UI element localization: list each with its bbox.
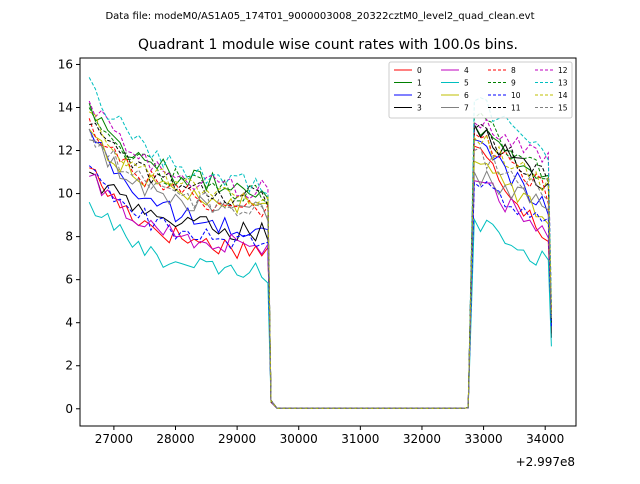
x-tick-label-0: 27000	[95, 432, 133, 446]
x-tick-label-6: 33000	[464, 432, 502, 446]
x-tick-label-5: 32000	[403, 432, 441, 446]
series-line-9	[88, 107, 552, 409]
legend-label-6: 6	[464, 91, 469, 100]
series-line-10	[88, 165, 552, 409]
y-tick-label-5: 10	[58, 187, 73, 201]
series-line-14	[88, 111, 552, 409]
series-line-5	[88, 201, 552, 409]
x-tick-label-1: 28000	[156, 432, 194, 446]
x-axis: 27000 28000 29000 30000 31000 32000 33000 34000	[95, 426, 564, 446]
legend-box	[388, 61, 573, 119]
x-tick-label-2: 29000	[218, 432, 256, 446]
chart-title: Quadrant 1 module wise count rates with …	[138, 37, 518, 53]
y-tick-label-1: 2	[65, 359, 73, 373]
x-tick-label-4: 31000	[341, 432, 379, 446]
file-label: Data file: modeM0/AS1A05_174T01_90000030…	[105, 11, 534, 22]
legend-label-9: 9	[511, 79, 516, 88]
legend-label-8: 8	[511, 66, 516, 75]
series-line-2	[88, 128, 552, 409]
legend-label-1: 1	[417, 79, 422, 88]
legend-label-13: 13	[558, 79, 568, 88]
x-tick-label-7: 34000	[526, 432, 564, 446]
y-tick-label-2: 4	[65, 316, 73, 330]
x-offset-label: +2.997e8	[516, 455, 575, 469]
legend-label-5: 5	[464, 79, 469, 88]
x-tick-label-3: 30000	[280, 432, 318, 446]
legend-label-2: 2	[417, 91, 422, 100]
legend-label-11: 11	[511, 104, 521, 113]
series-line-4	[89, 173, 552, 409]
legend-label-14: 14	[558, 91, 568, 100]
plot-series	[88, 77, 552, 409]
series-line-12	[88, 100, 552, 409]
legend-label-15: 15	[558, 104, 568, 113]
legend-label-3: 3	[417, 104, 422, 113]
series-line-11	[89, 122, 552, 409]
legend-label-0: 0	[417, 66, 422, 75]
y-tick-label-0: 0	[65, 402, 73, 416]
legend-label-10: 10	[511, 91, 521, 100]
series-line-1	[88, 103, 552, 409]
y-tick-label-7: 14	[58, 100, 73, 114]
series-line-15	[88, 128, 552, 409]
y-axis: 0 2 4 6 8 10 12 14 16	[58, 57, 80, 416]
y-tick-label-3: 6	[65, 273, 73, 287]
series-line-3	[88, 124, 552, 409]
legend-label-4: 4	[464, 66, 469, 75]
y-tick-label-6: 12	[58, 144, 73, 158]
legend-label-12: 12	[558, 66, 568, 75]
series-line-8	[88, 118, 552, 409]
series-line-13	[88, 77, 552, 409]
y-tick-label-4: 8	[65, 230, 73, 244]
y-tick-label-8: 16	[58, 57, 73, 71]
series-line-7	[89, 139, 552, 409]
plot-area-frame	[79, 57, 577, 427]
legend-label-7: 7	[464, 104, 469, 113]
